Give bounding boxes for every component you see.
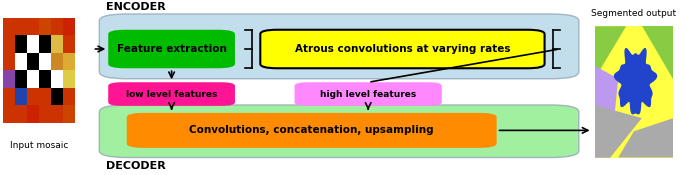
Bar xyxy=(39,35,51,52)
Polygon shape xyxy=(619,118,673,158)
Bar xyxy=(63,35,75,52)
FancyBboxPatch shape xyxy=(108,30,235,68)
Polygon shape xyxy=(614,48,657,114)
Text: high level features: high level features xyxy=(320,90,416,99)
FancyBboxPatch shape xyxy=(99,105,579,158)
Bar xyxy=(51,70,63,88)
Bar xyxy=(63,70,75,88)
Bar xyxy=(15,18,27,35)
Text: Input mosaic: Input mosaic xyxy=(10,141,68,150)
Bar xyxy=(27,70,39,88)
Bar xyxy=(15,105,27,122)
Bar xyxy=(63,18,75,35)
Text: Atrous convolutions at varying rates: Atrous convolutions at varying rates xyxy=(295,44,510,54)
Text: DECODER: DECODER xyxy=(106,161,166,171)
Bar xyxy=(27,105,39,122)
Bar xyxy=(27,35,39,52)
Bar xyxy=(51,18,63,35)
Bar xyxy=(15,52,27,70)
Bar xyxy=(39,18,51,35)
Bar xyxy=(27,18,39,35)
Bar xyxy=(3,105,15,122)
Bar xyxy=(3,88,15,105)
Bar xyxy=(3,18,15,35)
Text: Segmented output: Segmented output xyxy=(591,9,677,18)
Bar xyxy=(15,70,27,88)
FancyBboxPatch shape xyxy=(99,14,579,79)
Bar xyxy=(39,52,51,70)
Polygon shape xyxy=(595,26,626,79)
Polygon shape xyxy=(595,66,619,158)
Bar xyxy=(27,52,39,70)
Text: Feature extraction: Feature extraction xyxy=(116,44,227,54)
Text: Convolutions, concatenation, upsampling: Convolutions, concatenation, upsampling xyxy=(189,125,434,135)
Bar xyxy=(15,88,27,105)
Bar xyxy=(51,105,63,122)
Bar xyxy=(51,88,63,105)
Bar xyxy=(3,35,15,52)
Bar xyxy=(3,70,15,88)
Bar xyxy=(15,35,27,52)
Bar xyxy=(39,70,51,88)
Bar xyxy=(63,88,75,105)
Polygon shape xyxy=(642,26,673,79)
Text: ENCODER: ENCODER xyxy=(106,2,166,12)
Bar xyxy=(39,88,51,105)
Bar xyxy=(39,105,51,122)
Bar xyxy=(63,105,75,122)
Bar xyxy=(51,35,63,52)
FancyBboxPatch shape xyxy=(108,82,235,106)
Bar xyxy=(63,52,75,70)
Bar xyxy=(3,52,15,70)
Polygon shape xyxy=(595,105,642,158)
Text: low level features: low level features xyxy=(126,90,217,99)
Bar xyxy=(51,52,63,70)
Bar xyxy=(27,88,39,105)
FancyBboxPatch shape xyxy=(260,30,545,68)
FancyBboxPatch shape xyxy=(295,82,442,106)
FancyBboxPatch shape xyxy=(127,113,497,148)
